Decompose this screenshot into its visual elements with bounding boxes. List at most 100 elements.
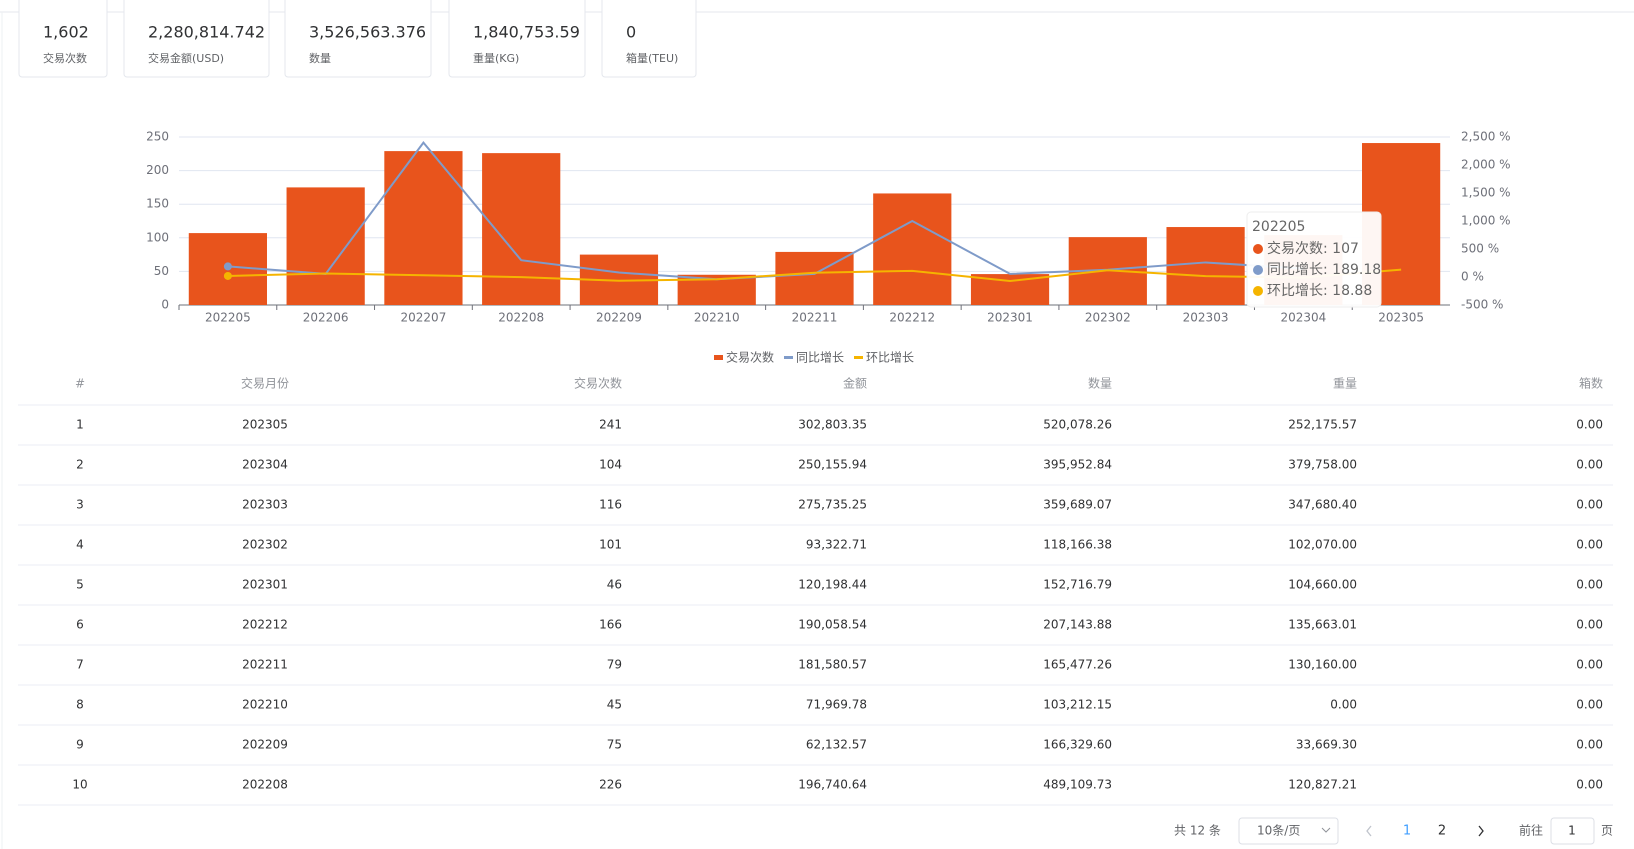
table-cell: 103,212.15 xyxy=(1043,698,1112,712)
y2-tick-label: 1,000 % xyxy=(1461,214,1511,228)
table-cell: 0.00 xyxy=(1576,658,1603,672)
table-cell: 0.00 xyxy=(1576,418,1603,432)
table-cell: 202304 xyxy=(242,458,288,472)
x-tick-label: 202303 xyxy=(1183,311,1229,325)
y2-tick-label: 500 % xyxy=(1461,242,1499,256)
table-cell: 202303 xyxy=(242,498,288,512)
table-cell: 0.00 xyxy=(1576,578,1603,592)
tooltip-item: 环比增长: 18.88 xyxy=(1267,283,1372,299)
table-cell: 202212 xyxy=(242,618,288,632)
stat-card xyxy=(123,0,270,78)
tooltip-box xyxy=(1246,211,1382,308)
table-cell: 202301 xyxy=(242,578,288,592)
table-cell: 8 xyxy=(76,698,84,712)
table-cell: 166 xyxy=(599,618,622,632)
y-tick-label: 100 xyxy=(146,230,169,244)
stat-label: 数量 xyxy=(309,52,331,65)
page-number[interactable]: 1 xyxy=(1403,824,1411,839)
next-button[interactable] xyxy=(1478,825,1484,837)
table-cell: 202208 xyxy=(242,778,288,792)
table-cell: 275,735.25 xyxy=(798,498,867,512)
table-cell: 79 xyxy=(607,658,622,672)
stat-value: 1,840,753.59 xyxy=(473,23,580,42)
x-tick-label: 202301 xyxy=(987,311,1033,325)
table-cell: 202209 xyxy=(242,738,288,752)
table-cell: 202210 xyxy=(242,698,288,712)
y-tick-label: 150 xyxy=(146,197,169,211)
total-count: 共 12 条 xyxy=(1174,824,1221,838)
table-cell: 93,322.71 xyxy=(806,538,867,552)
table-cell: 4 xyxy=(76,538,84,552)
table-cell: 75 xyxy=(607,738,622,752)
table-header: 交易次数 xyxy=(574,376,622,391)
table-cell: 0.00 xyxy=(1576,618,1603,632)
table-cell: 7 xyxy=(76,658,84,672)
table-cell: 120,198.44 xyxy=(798,578,867,592)
table-cell: 166,329.60 xyxy=(1043,738,1112,752)
tooltip-dot xyxy=(1253,244,1263,254)
legend-label: 交易次数 xyxy=(726,350,774,365)
table-cell: 135,663.01 xyxy=(1288,618,1357,632)
table-cell: 0.00 xyxy=(1576,538,1603,552)
stat-label: 交易金额(USD) xyxy=(148,51,224,65)
y2-tick-label: 2,000 % xyxy=(1461,158,1511,172)
table-cell: 489,109.73 xyxy=(1043,778,1112,792)
legend-swatch xyxy=(714,355,723,360)
table-cell: 250,155.94 xyxy=(798,458,867,472)
goto-input[interactable] xyxy=(1550,817,1595,845)
x-tick-label: 202209 xyxy=(596,311,642,325)
table-header: 箱数 xyxy=(1579,376,1603,391)
x-tick-label: 202206 xyxy=(303,311,349,325)
line-series xyxy=(227,268,1402,283)
table-header: 金额 xyxy=(843,376,867,391)
bar xyxy=(482,153,561,305)
table-header: 重量 xyxy=(1333,377,1357,391)
table-cell: 379,758.00 xyxy=(1288,458,1357,472)
page-number[interactable]: 2 xyxy=(1438,824,1446,839)
goto-label: 前往 xyxy=(1519,823,1543,838)
table-header: # xyxy=(75,377,85,391)
table-cell: 130,160.00 xyxy=(1288,658,1357,672)
table-cell: 190,058.54 xyxy=(798,618,867,632)
table-cell: 5 xyxy=(76,578,84,592)
table-cell: 241 xyxy=(599,418,622,432)
x-tick-label: 202212 xyxy=(889,311,935,325)
table-cell: 2 xyxy=(76,458,84,472)
table-cell: 520,078.26 xyxy=(1043,418,1112,432)
table-cell: 0.00 xyxy=(1330,698,1357,712)
tooltip-item: 同比增长: 189.18 xyxy=(1267,262,1381,278)
bar xyxy=(873,193,952,305)
legend-swatch xyxy=(784,356,793,359)
x-tick-label: 202208 xyxy=(498,311,544,325)
hover-point xyxy=(223,271,232,280)
page-size-select[interactable] xyxy=(1238,817,1339,845)
y-tick-label: 0 xyxy=(161,298,169,312)
table-cell: 104,660.00 xyxy=(1288,578,1357,592)
table-header: 交易月份 xyxy=(241,376,289,391)
table-cell: 202211 xyxy=(242,658,288,672)
stat-value: 0 xyxy=(626,23,636,42)
tooltip-dot xyxy=(1253,286,1263,296)
x-tick-label: 202211 xyxy=(792,311,838,325)
table-cell: 71,969.78 xyxy=(806,698,867,712)
x-tick-label: 202302 xyxy=(1085,311,1131,325)
table-cell: 226 xyxy=(599,778,622,792)
table-header: 数量 xyxy=(1088,376,1112,391)
table-cell: 104 xyxy=(599,458,622,472)
y-tick-label: 250 xyxy=(146,130,169,144)
y2-tick-label: 1,500 % xyxy=(1461,186,1511,200)
y-tick-label: 200 xyxy=(146,163,169,177)
table-cell: 0.00 xyxy=(1576,738,1603,752)
y-tick-label: 50 xyxy=(154,264,169,278)
prev-button[interactable] xyxy=(1366,825,1372,837)
stat-value: 2,280,814.742 xyxy=(148,23,265,42)
stat-card xyxy=(284,0,432,78)
tooltip: 202205 交易次数: 107 同比增长: 189.18 环比增长: 18.88 xyxy=(1246,211,1382,308)
table-cell: 347,680.40 xyxy=(1288,498,1357,512)
table-cell: 102,070.00 xyxy=(1288,538,1357,552)
x-tick-label: 202210 xyxy=(694,311,740,325)
y2-tick-label: 0 % xyxy=(1461,270,1484,284)
table-cell: 202302 xyxy=(242,538,288,552)
table-cell: 6 xyxy=(76,618,84,632)
